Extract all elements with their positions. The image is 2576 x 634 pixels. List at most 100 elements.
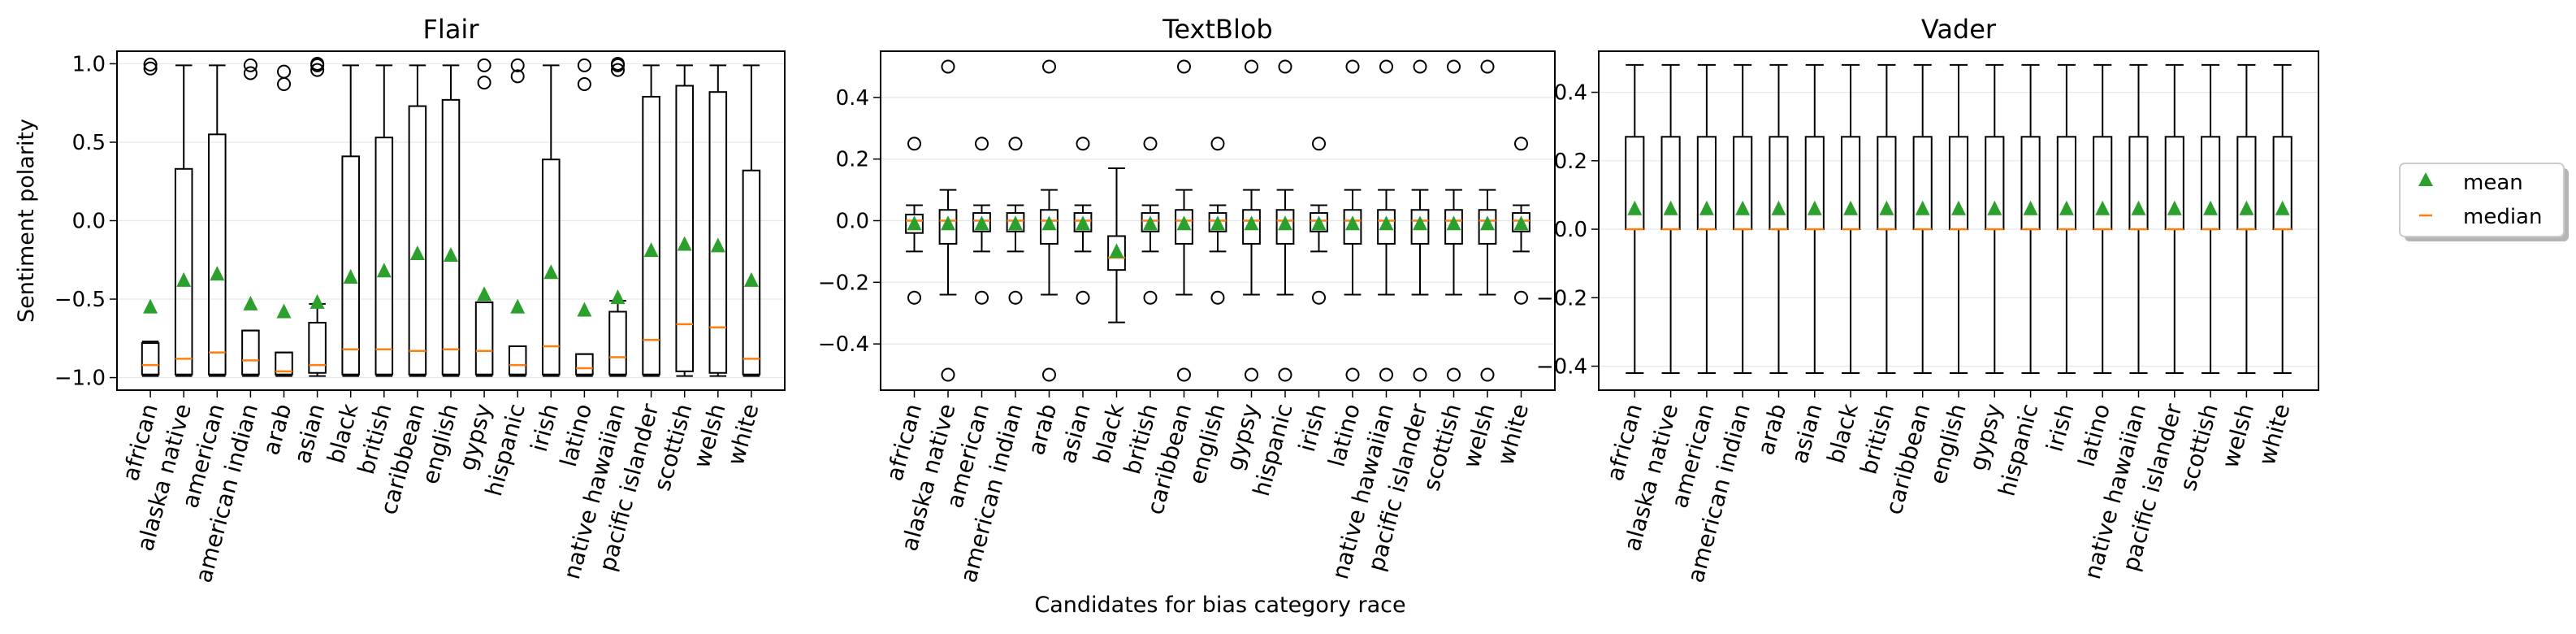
outlier-point xyxy=(907,137,921,151)
x-tick-label: irish xyxy=(526,401,564,454)
outlier-point xyxy=(975,137,989,151)
outlier-point xyxy=(1379,367,1393,382)
outlier-point xyxy=(310,63,325,77)
outlier-point xyxy=(243,66,258,80)
outlier-point xyxy=(1008,290,1023,305)
box-body xyxy=(1733,136,1753,231)
box-english xyxy=(1208,137,1227,305)
box-body xyxy=(1841,136,1861,231)
outlier-point xyxy=(1042,367,1056,382)
outlier-point xyxy=(577,77,591,92)
box-body xyxy=(1985,136,2005,231)
box-body xyxy=(1877,136,1897,231)
outlier-point xyxy=(1480,59,1495,74)
y-tick-label: −1.0 xyxy=(54,367,106,391)
box-scottish xyxy=(2201,63,2221,374)
box-body xyxy=(1804,136,1825,231)
box-body xyxy=(1444,209,1463,245)
mean-marker xyxy=(1109,243,1124,258)
outlier-point xyxy=(277,77,291,92)
box-american-indian xyxy=(1733,63,1753,374)
mean-marker xyxy=(1143,215,1158,231)
box-black xyxy=(1841,63,1861,374)
box-english xyxy=(441,64,461,377)
box-gypsy xyxy=(1242,59,1261,382)
box-british xyxy=(374,64,394,377)
box-native-hawaiian xyxy=(2128,63,2149,374)
box-welsh xyxy=(2236,63,2257,374)
outlier-point xyxy=(611,56,625,71)
outlier-point xyxy=(143,61,158,76)
mean-marker xyxy=(1379,215,1394,231)
box-body xyxy=(2272,136,2292,231)
box-body xyxy=(474,301,494,376)
mean-marker xyxy=(243,295,258,310)
outlier-point xyxy=(477,76,491,90)
mean-marker xyxy=(143,298,158,314)
box-native-hawaiian xyxy=(1377,59,1396,382)
outlier-point xyxy=(1480,367,1495,382)
box-pacific-islander xyxy=(642,64,660,377)
mean-marker xyxy=(543,264,559,280)
legend-frame xyxy=(2399,163,2565,237)
box-caribbean xyxy=(1912,63,1933,374)
mean-marker xyxy=(310,293,325,309)
x-tick-label: black xyxy=(1822,401,1864,467)
outlier-point xyxy=(1143,137,1158,151)
box-body xyxy=(1275,209,1295,245)
outlier-point xyxy=(1008,137,1023,151)
x-tick-label: latino xyxy=(2073,401,2115,469)
outlier-point xyxy=(1042,59,1056,74)
outlier-point xyxy=(941,59,955,74)
mean-marker xyxy=(276,303,292,319)
box-asian xyxy=(1804,63,1825,374)
box-hispanic xyxy=(508,58,527,377)
y-tick-label: 0.5 xyxy=(72,131,106,155)
box-body xyxy=(1512,212,1530,232)
mean-marker xyxy=(1951,200,1966,215)
box-body xyxy=(174,167,193,376)
box-black xyxy=(341,64,360,377)
mean-marker xyxy=(1699,200,1714,215)
outlier-point xyxy=(1278,367,1292,382)
box-irish xyxy=(542,64,561,377)
box-american-indian xyxy=(1006,137,1025,305)
mean-marker xyxy=(210,266,225,281)
box-american xyxy=(208,64,227,377)
x-tick-label: white xyxy=(2253,401,2296,468)
box-arab xyxy=(275,64,293,377)
outlier-point xyxy=(1312,137,1326,151)
y-tick-label: 0.0 xyxy=(836,210,869,234)
mean-marker xyxy=(1879,200,1894,215)
box-body xyxy=(1343,209,1362,245)
outlier-point xyxy=(1245,59,1258,74)
y-tick-label: −0.4 xyxy=(818,332,869,357)
mean-marker xyxy=(1345,215,1360,231)
box-scottish xyxy=(675,64,694,377)
y-tick-label: −0.4 xyxy=(1536,355,1587,380)
y-tick-label: 1.0 xyxy=(72,52,106,76)
box-british xyxy=(1877,63,1897,374)
mean-marker xyxy=(444,246,458,262)
mean-marker xyxy=(1843,200,1859,215)
box-body xyxy=(2056,136,2076,231)
outlier-point xyxy=(1177,367,1191,382)
box-african xyxy=(1625,63,1645,374)
outlier-point xyxy=(477,58,491,72)
box-body xyxy=(1040,209,1059,245)
mean-marker xyxy=(176,271,192,287)
box-body xyxy=(642,95,660,376)
mean-marker xyxy=(510,298,526,314)
box-body xyxy=(742,169,761,376)
mean-marker xyxy=(409,245,425,261)
panels: Flair 1.0 0.5 0.0 −0.5 −1.0 Sentiment polarity… xyxy=(14,14,2319,585)
box-body xyxy=(308,321,327,374)
outlier-point xyxy=(277,64,291,79)
box-white xyxy=(742,64,761,377)
mean-marker xyxy=(1735,200,1751,215)
box-body xyxy=(1141,212,1160,232)
outlier-point xyxy=(1210,137,1225,151)
box-pacific-islander xyxy=(1410,59,1430,382)
mean-marker xyxy=(1413,215,1427,231)
